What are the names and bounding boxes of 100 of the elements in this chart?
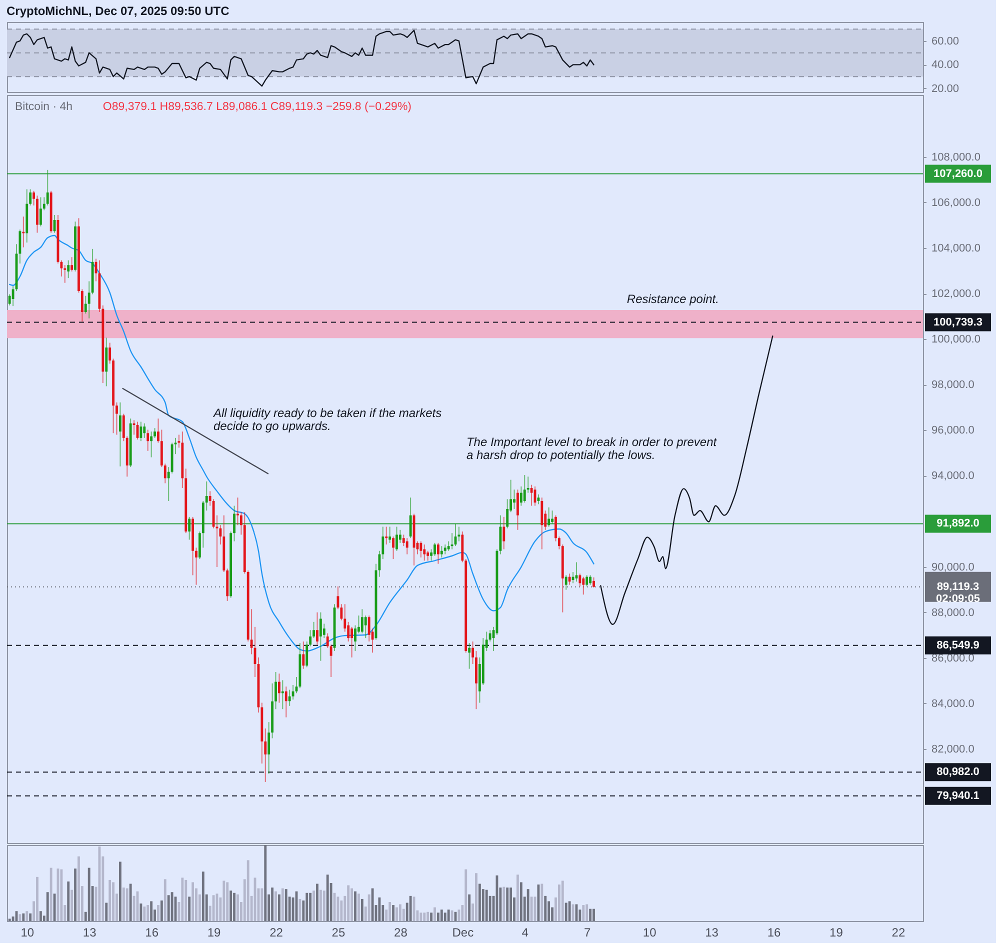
bar xyxy=(122,888,125,921)
bar xyxy=(108,880,112,921)
bar xyxy=(485,890,488,921)
bar xyxy=(36,876,38,921)
x-tick-label: 16 xyxy=(145,926,159,940)
y-tick-label: 108,000.0 xyxy=(932,151,980,164)
bar xyxy=(392,905,394,921)
bar xyxy=(202,872,204,921)
bar xyxy=(537,884,540,921)
x-tick-label: 4 xyxy=(522,926,529,940)
bar xyxy=(230,890,232,921)
bar xyxy=(430,912,433,921)
bar xyxy=(309,892,312,921)
bar xyxy=(402,908,405,921)
bar xyxy=(540,884,544,921)
bar xyxy=(284,889,288,921)
bar xyxy=(561,880,564,921)
ref-line-label: 86,549.9 xyxy=(936,639,980,652)
bar xyxy=(88,868,90,921)
bar xyxy=(440,910,443,921)
bar xyxy=(22,913,25,921)
bar xyxy=(478,884,481,921)
chart-title: CryptoMichNL, Dec 07, 2025 09:50 UTC xyxy=(6,4,230,18)
bar xyxy=(181,878,184,921)
bar xyxy=(278,894,280,921)
annotation: O89,379.1 H89,536.7 L89,086.1 C89,119.3 −259.8 (−0.29%) xyxy=(102,101,412,113)
bar xyxy=(271,888,274,921)
bar xyxy=(589,908,592,921)
bar xyxy=(105,902,108,921)
y-tick-label: 98,000.0 xyxy=(932,379,974,392)
x-tick-label: 22 xyxy=(270,926,284,940)
bar xyxy=(160,900,163,921)
bar xyxy=(322,890,326,921)
x-tick-label: 13 xyxy=(82,926,97,940)
bar xyxy=(316,884,318,921)
bar xyxy=(423,912,426,921)
bar xyxy=(520,882,522,921)
ref-line-label: 89,119.3 02:09:05 xyxy=(936,580,980,605)
bar xyxy=(350,888,354,921)
ref-line-label: 79,940.1 xyxy=(936,790,980,802)
bar xyxy=(564,902,568,921)
bar xyxy=(437,912,440,921)
bar xyxy=(558,884,560,921)
bar xyxy=(319,890,322,921)
bar xyxy=(468,894,471,921)
annotation: All liquidity ready to be taken if the markets decide to go upwards. xyxy=(212,406,442,433)
y-tick-label: 88,000.0 xyxy=(932,606,974,619)
ref-line-label: 80,982.0 xyxy=(936,766,980,778)
bar xyxy=(157,905,160,921)
bar xyxy=(354,891,356,921)
bar xyxy=(368,894,370,921)
y-tick-label: 94,000.0 xyxy=(932,470,974,482)
x-tick-label: 13 xyxy=(705,926,719,940)
bar xyxy=(274,891,277,921)
bar xyxy=(78,856,80,921)
bar xyxy=(167,895,170,921)
bar xyxy=(340,900,343,921)
bar xyxy=(67,881,70,921)
bar xyxy=(118,862,122,921)
y-tick-label: 20.00 xyxy=(932,82,960,95)
bar xyxy=(502,886,506,921)
bar xyxy=(475,873,478,921)
x-tick-label: 16 xyxy=(767,926,781,940)
bar xyxy=(260,888,264,921)
x-tick-label: 19 xyxy=(830,926,844,940)
ref-line-label: 107,260.0 xyxy=(934,168,982,180)
bar xyxy=(409,896,412,921)
bar xyxy=(46,892,49,921)
bar xyxy=(29,913,32,921)
bar xyxy=(544,896,547,921)
bar xyxy=(188,896,191,921)
bar xyxy=(170,892,174,921)
bar xyxy=(444,912,446,921)
x-tick-label: 28 xyxy=(394,926,408,940)
bar xyxy=(192,882,194,921)
chart-title: Bitcoin · 4h xyxy=(15,101,73,113)
annotation: The Important level to break in order to prevent a harsh drop to potentially the lows. xyxy=(466,434,718,462)
bar xyxy=(506,888,509,921)
y-tick-label: 84,000.0 xyxy=(932,698,974,710)
x-tick-label: 7 xyxy=(584,926,591,940)
bar xyxy=(447,910,450,921)
bar xyxy=(60,869,63,921)
bar xyxy=(112,882,114,921)
bar xyxy=(164,879,166,921)
bar xyxy=(26,911,28,921)
bar xyxy=(420,912,422,921)
y-tick-label: 90,000.0 xyxy=(932,561,974,574)
bar xyxy=(146,905,150,921)
x-tick-label: 10 xyxy=(642,926,657,940)
bar xyxy=(143,906,146,921)
y-tick-label: 102,000.0 xyxy=(932,288,980,300)
bar xyxy=(281,888,284,921)
line-series xyxy=(8,30,594,87)
bar xyxy=(222,880,226,921)
bar xyxy=(150,901,153,921)
bar xyxy=(516,874,519,921)
bar xyxy=(464,869,468,921)
bar xyxy=(184,880,188,921)
bar xyxy=(592,908,595,921)
bar xyxy=(510,888,512,921)
